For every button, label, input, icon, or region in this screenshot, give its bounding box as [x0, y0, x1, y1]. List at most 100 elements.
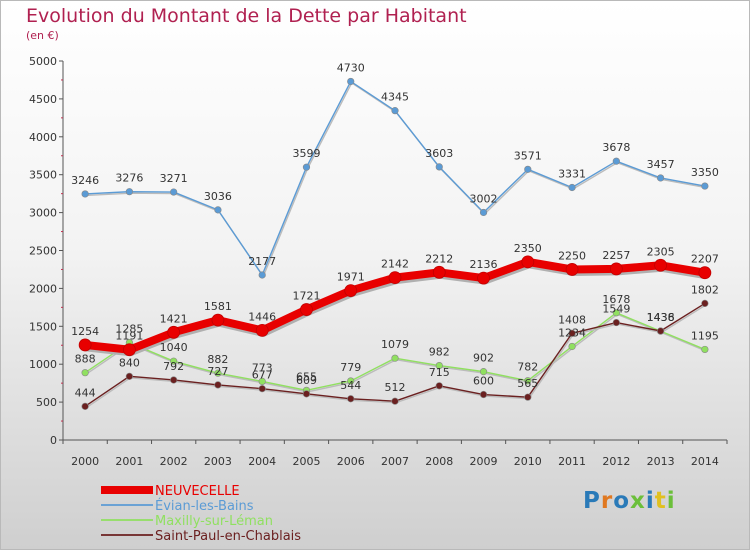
data-point [302, 163, 311, 171]
data-label: 1191 [115, 330, 143, 343]
data-point [214, 206, 222, 214]
data-label: 773 [252, 361, 273, 374]
logo-letter: P [583, 488, 601, 514]
data-label: 600 [473, 375, 494, 388]
logo-letter: i [666, 488, 676, 514]
data-point [612, 318, 620, 327]
logo-letter: t [654, 488, 667, 514]
y-tick-label: 4000 [29, 131, 57, 144]
data-point [565, 263, 579, 276]
data-label: 3571 [514, 149, 542, 162]
data-label: 1234 [558, 326, 586, 339]
data-point [300, 303, 313, 316]
data-label: 888 [75, 353, 96, 366]
data-label: 3276 [115, 172, 143, 185]
data-label: 1438 [647, 311, 675, 324]
y-tick-label: 1000 [29, 358, 57, 371]
logo-letter: i [645, 488, 655, 514]
data-point [568, 183, 576, 192]
x-tick-label: 2008 [425, 455, 453, 468]
data-point [612, 309, 620, 317]
data-label: 902 [473, 352, 494, 365]
y-tick-label: 4500 [29, 93, 57, 106]
data-point [167, 325, 181, 339]
data-label: 1549 [602, 303, 630, 316]
data-point [258, 377, 266, 386]
data-point [258, 385, 266, 393]
data-label: 1195 [691, 329, 719, 342]
data-label: 882 [207, 353, 228, 366]
data-point [344, 284, 358, 297]
x-tick-label: 2004 [248, 455, 276, 468]
data-point [125, 188, 133, 196]
data-label: 3002 [470, 192, 498, 205]
x-tick-label: 2003 [204, 455, 232, 468]
x-tick-label: 2009 [470, 455, 498, 468]
data-label: 1581 [204, 300, 232, 313]
data-point [521, 255, 535, 269]
data-point [81, 190, 89, 198]
data-label: 1721 [292, 290, 320, 303]
data-point [654, 258, 667, 272]
legend-label: Maxilly-sur-Léman [155, 514, 273, 529]
data-label: 3271 [160, 172, 188, 185]
data-point [524, 393, 532, 401]
data-point [656, 327, 665, 335]
data-label: 2250 [558, 249, 586, 262]
y-tick-label: 2500 [29, 245, 57, 258]
data-point [347, 377, 355, 385]
x-tick-label: 2012 [602, 455, 630, 468]
y-tick-label: 500 [36, 396, 57, 409]
data-label: 840 [119, 356, 140, 369]
data-label: 2305 [647, 245, 675, 258]
x-tick-label: 2000 [71, 455, 99, 468]
x-tick-label: 2006 [337, 455, 365, 468]
data-point [701, 299, 709, 308]
data-label: 2136 [470, 258, 498, 271]
data-point [479, 208, 488, 217]
x-tick-label: 2013 [647, 455, 675, 468]
data-point [656, 174, 665, 182]
data-point [122, 343, 136, 357]
x-tick-label: 2002 [160, 455, 188, 468]
data-point [524, 377, 532, 385]
data-point [524, 165, 532, 173]
data-label: 727 [207, 365, 228, 378]
data-label: 444 [75, 386, 96, 399]
data-point [78, 338, 92, 352]
data-label: 2350 [514, 242, 542, 255]
data-point [477, 271, 490, 285]
data-point [435, 361, 443, 370]
y-tick-label: 1500 [29, 320, 57, 333]
data-point [347, 395, 355, 403]
x-tick-label: 2011 [558, 455, 586, 468]
data-label: 4730 [337, 61, 365, 74]
data-label: 1802 [691, 283, 719, 296]
data-point [391, 107, 399, 115]
legend: NEUVECELLEÉvian-les-BainsMaxilly-sur-Lém… [101, 484, 301, 544]
axes: 0 500 1000 1500 2000 2500 3000 3500 4000 4500 5000… [29, 55, 728, 468]
data-point [701, 345, 709, 354]
y-tick-label: 5000 [29, 55, 57, 68]
data-point [391, 397, 399, 405]
data-label: 655 [296, 370, 317, 383]
data-point [258, 271, 266, 279]
data-point [568, 329, 576, 337]
chart-title: Evolution du Montant de la Dette par Hab… [26, 5, 467, 27]
data-label: 2177 [248, 255, 276, 268]
y-tick-label: 0 [50, 434, 57, 447]
data-point [479, 368, 488, 376]
data-point [211, 313, 225, 327]
data-label: 565 [517, 377, 538, 390]
data-point [170, 357, 178, 365]
data-point [302, 390, 311, 398]
x-tick-label: 2005 [292, 455, 320, 468]
y-tick-label: 2000 [29, 282, 57, 295]
data-label: 512 [385, 381, 406, 394]
data-label: 677 [252, 369, 273, 382]
data-label: 3246 [71, 174, 99, 187]
data-point [255, 323, 269, 337]
data-label: 3603 [425, 147, 453, 160]
legend-label: Évian-les-Bains [155, 498, 254, 514]
